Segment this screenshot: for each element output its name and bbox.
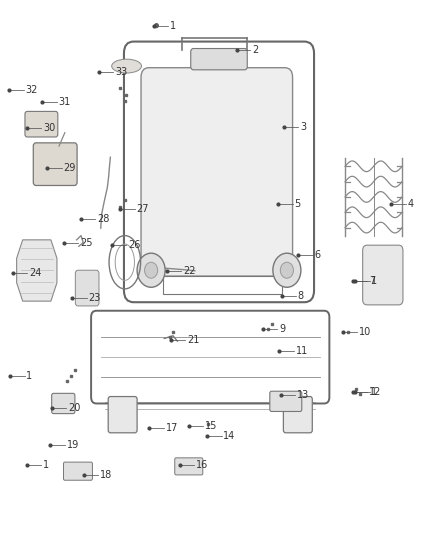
FancyBboxPatch shape xyxy=(191,49,247,70)
Text: 3: 3 xyxy=(300,122,306,132)
Text: 25: 25 xyxy=(80,238,93,247)
FancyBboxPatch shape xyxy=(75,270,99,306)
Text: 1: 1 xyxy=(43,460,49,470)
Text: 26: 26 xyxy=(128,240,140,250)
Text: 5: 5 xyxy=(294,199,300,208)
Text: 2: 2 xyxy=(252,45,258,55)
Text: 20: 20 xyxy=(68,403,80,413)
FancyBboxPatch shape xyxy=(363,245,403,305)
Text: 18: 18 xyxy=(100,471,112,480)
Text: 1: 1 xyxy=(371,387,378,397)
Circle shape xyxy=(137,253,165,287)
Text: 9: 9 xyxy=(279,325,285,334)
Text: 1: 1 xyxy=(371,277,378,286)
Text: 8: 8 xyxy=(298,291,304,301)
Text: 22: 22 xyxy=(183,266,196,276)
Text: 17: 17 xyxy=(166,423,178,433)
FancyBboxPatch shape xyxy=(25,111,58,137)
Circle shape xyxy=(145,262,158,278)
Text: 10: 10 xyxy=(359,327,371,336)
FancyBboxPatch shape xyxy=(283,397,312,433)
Text: 1: 1 xyxy=(170,21,176,31)
Text: 1: 1 xyxy=(26,371,32,381)
FancyBboxPatch shape xyxy=(33,143,77,185)
Text: 11: 11 xyxy=(296,346,308,356)
Text: 30: 30 xyxy=(43,123,55,133)
Circle shape xyxy=(273,253,301,287)
Text: 21: 21 xyxy=(187,335,199,345)
Polygon shape xyxy=(17,240,57,301)
FancyBboxPatch shape xyxy=(52,393,75,414)
Text: 15: 15 xyxy=(205,422,217,431)
Text: 12: 12 xyxy=(369,387,381,397)
Text: 32: 32 xyxy=(25,85,38,94)
Text: 27: 27 xyxy=(137,204,149,214)
Text: 4: 4 xyxy=(407,199,413,208)
FancyBboxPatch shape xyxy=(270,391,302,411)
Text: 33: 33 xyxy=(115,67,127,77)
Text: 16: 16 xyxy=(196,460,208,470)
Text: 28: 28 xyxy=(97,214,110,223)
Text: 31: 31 xyxy=(58,98,71,107)
Text: 19: 19 xyxy=(67,440,79,450)
Text: 6: 6 xyxy=(314,250,321,260)
Text: 24: 24 xyxy=(29,268,41,278)
Text: 13: 13 xyxy=(297,391,309,400)
Ellipse shape xyxy=(112,59,141,73)
Text: 23: 23 xyxy=(88,294,101,303)
Text: 14: 14 xyxy=(223,431,236,441)
Text: 7: 7 xyxy=(369,277,375,286)
FancyBboxPatch shape xyxy=(141,68,293,276)
Text: 29: 29 xyxy=(64,163,76,173)
FancyBboxPatch shape xyxy=(108,397,137,433)
Circle shape xyxy=(280,262,293,278)
FancyBboxPatch shape xyxy=(64,462,92,480)
FancyBboxPatch shape xyxy=(175,458,203,475)
